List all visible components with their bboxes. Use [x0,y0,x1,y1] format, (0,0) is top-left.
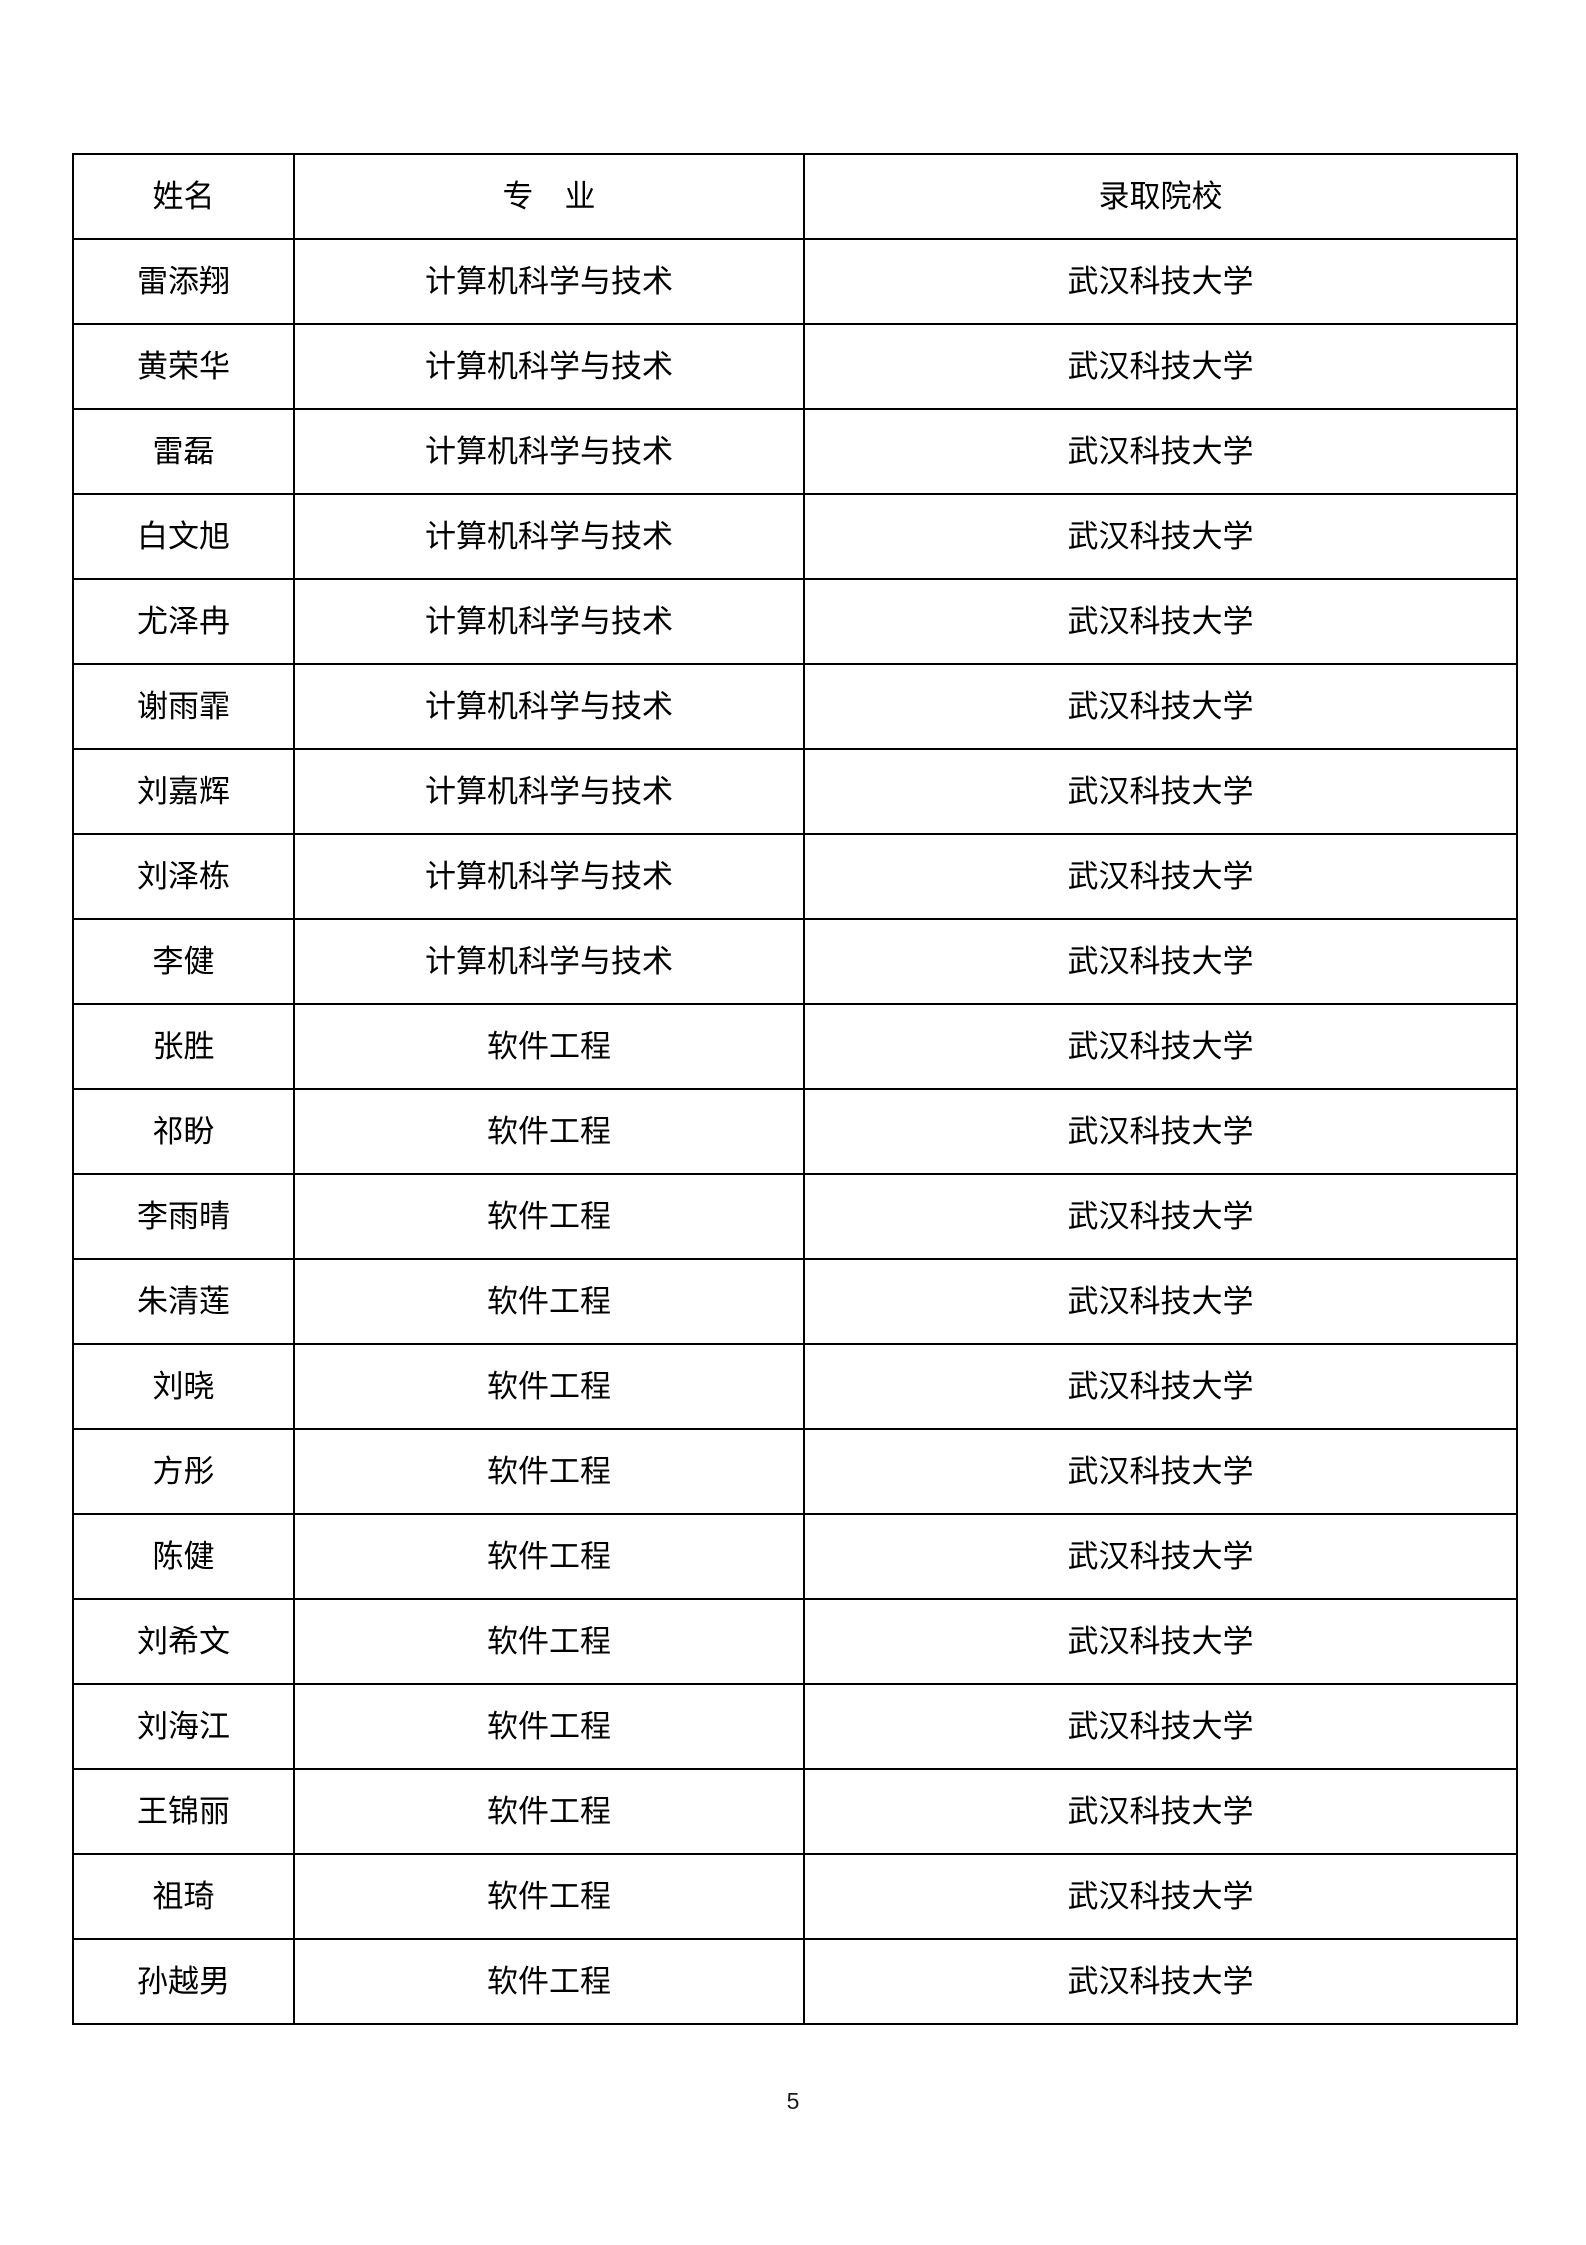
cell-major: 计算机科学与技术 [293,663,805,750]
header-row: 姓名 专 业 录取院校 [72,153,1518,240]
cell-school: 武汉科技大学 [803,1768,1518,1855]
cell-name: 尤泽冉 [72,578,295,665]
page-number: 5 [786,2088,800,2114]
cell-name: 白文旭 [72,493,295,580]
cell-school: 武汉科技大学 [803,1088,1518,1175]
cell-name: 李健 [72,918,295,1005]
table-row: 祁盼 软件工程 武汉科技大学 [72,1088,1518,1175]
cell-major: 计算机科学与技术 [293,833,805,920]
cell-school: 武汉科技大学 [803,748,1518,835]
header-cell-major: 专 业 [293,153,805,240]
cell-major: 软件工程 [293,1343,805,1430]
table-row: 雷添翔 计算机科学与技术 武汉科技大学 [72,238,1518,325]
cell-name: 王锦丽 [72,1768,295,1855]
table-row: 黄荣华 计算机科学与技术 武汉科技大学 [72,323,1518,410]
table-row: 尤泽冉 计算机科学与技术 武汉科技大学 [72,578,1518,665]
cell-school: 武汉科技大学 [803,1598,1518,1685]
admission-roster-table: 姓名 专 业 录取院校 雷添翔 计算机科学与技术 武汉科技大学 黄荣华 计算机科学与技术… [72,153,1518,2025]
cell-school: 武汉科技大学 [803,408,1518,495]
table-row: 刘海江 软件工程 武汉科技大学 [72,1683,1518,1770]
table-row: 谢雨霏 计算机科学与技术 武汉科技大学 [72,663,1518,750]
cell-name: 方彤 [72,1428,295,1515]
cell-school: 武汉科技大学 [803,1258,1518,1345]
cell-name: 陈健 [72,1513,295,1600]
cell-major: 软件工程 [293,1173,805,1260]
table-row: 白文旭 计算机科学与技术 武汉科技大学 [72,493,1518,580]
cell-name: 祁盼 [72,1088,295,1175]
table-row: 朱清莲 软件工程 武汉科技大学 [72,1258,1518,1345]
cell-major: 计算机科学与技术 [293,323,805,410]
cell-major: 计算机科学与技术 [293,238,805,325]
cell-school: 武汉科技大学 [803,918,1518,1005]
cell-school: 武汉科技大学 [803,663,1518,750]
cell-name: 雷添翔 [72,238,295,325]
roster-table-header: 姓名 专 业 录取院校 [72,153,1518,240]
cell-name: 朱清莲 [72,1258,295,1345]
cell-major: 计算机科学与技术 [293,493,805,580]
cell-school: 武汉科技大学 [803,1428,1518,1515]
cell-name: 黄荣华 [72,323,295,410]
table-row: 刘嘉辉 计算机科学与技术 武汉科技大学 [72,748,1518,835]
cell-major: 计算机科学与技术 [293,578,805,665]
table-row: 王锦丽 软件工程 武汉科技大学 [72,1768,1518,1855]
cell-school: 武汉科技大学 [803,1003,1518,1090]
table-row: 李健 计算机科学与技术 武汉科技大学 [72,918,1518,1005]
cell-name: 张胜 [72,1003,295,1090]
table-row: 刘希文 软件工程 武汉科技大学 [72,1598,1518,1685]
cell-school: 武汉科技大学 [803,1853,1518,1940]
roster-table-body: 雷添翔 计算机科学与技术 武汉科技大学 黄荣华 计算机科学与技术 武汉科技大学 雷磊 计算机科… [72,238,1518,2025]
cell-name: 李雨晴 [72,1173,295,1260]
cell-name: 孙越男 [72,1938,295,2025]
cell-name: 祖琦 [72,1853,295,1940]
table-row: 雷磊 计算机科学与技术 武汉科技大学 [72,408,1518,495]
cell-major: 软件工程 [293,1258,805,1345]
cell-major: 计算机科学与技术 [293,408,805,495]
cell-major: 软件工程 [293,1088,805,1175]
table-row: 李雨晴 软件工程 武汉科技大学 [72,1173,1518,1260]
header-cell-school: 录取院校 [803,153,1518,240]
table-row: 张胜 软件工程 武汉科技大学 [72,1003,1518,1090]
cell-major: 软件工程 [293,1683,805,1770]
cell-major: 计算机科学与技术 [293,748,805,835]
cell-name: 刘嘉辉 [72,748,295,835]
cell-name: 刘泽栋 [72,833,295,920]
table-row: 方彤 软件工程 武汉科技大学 [72,1428,1518,1515]
cell-school: 武汉科技大学 [803,1513,1518,1600]
cell-school: 武汉科技大学 [803,833,1518,920]
table-row: 陈健 软件工程 武汉科技大学 [72,1513,1518,1600]
cell-major: 软件工程 [293,1428,805,1515]
cell-school: 武汉科技大学 [803,323,1518,410]
table-row: 刘晓 软件工程 武汉科技大学 [72,1343,1518,1430]
cell-major: 软件工程 [293,1598,805,1685]
cell-school: 武汉科技大学 [803,1173,1518,1260]
cell-school: 武汉科技大学 [803,1683,1518,1770]
cell-major: 软件工程 [293,1938,805,2025]
cell-major: 软件工程 [293,1003,805,1090]
table-row: 孙越男 软件工程 武汉科技大学 [72,1938,1518,2025]
header-cell-name: 姓名 [72,153,295,240]
cell-major: 计算机科学与技术 [293,918,805,1005]
cell-major: 软件工程 [293,1768,805,1855]
cell-major: 软件工程 [293,1853,805,1940]
cell-school: 武汉科技大学 [803,1343,1518,1430]
cell-name: 雷磊 [72,408,295,495]
cell-school: 武汉科技大学 [803,578,1518,665]
cell-name: 刘晓 [72,1343,295,1430]
cell-major: 软件工程 [293,1513,805,1600]
cell-name: 刘海江 [72,1683,295,1770]
cell-name: 刘希文 [72,1598,295,1685]
cell-school: 武汉科技大学 [803,1938,1518,2025]
cell-name: 谢雨霏 [72,663,295,750]
table-row: 刘泽栋 计算机科学与技术 武汉科技大学 [72,833,1518,920]
cell-school: 武汉科技大学 [803,238,1518,325]
cell-school: 武汉科技大学 [803,493,1518,580]
table-row: 祖琦 软件工程 武汉科技大学 [72,1853,1518,1940]
